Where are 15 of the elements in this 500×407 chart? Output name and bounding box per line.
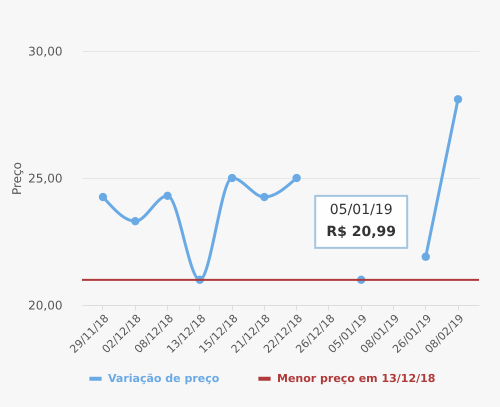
annotation: 05/01/19 R$ 20,99 (326, 202, 396, 240)
point (292, 174, 301, 182)
point (454, 95, 462, 104)
legend-label: Variação de preço (108, 372, 220, 385)
y-tick-label: 20,00 (28, 298, 62, 312)
legend-label: Menor preço em 13/12/18 (277, 372, 436, 385)
point (260, 192, 269, 202)
point (98, 192, 108, 202)
point (422, 252, 430, 261)
point (163, 192, 172, 200)
y-tick-label: 30,00 (28, 44, 62, 58)
y-axis-title: Preço (10, 162, 24, 196)
point (228, 174, 236, 182)
point (131, 217, 140, 226)
y-tick-label: 25,00 (28, 172, 62, 186)
